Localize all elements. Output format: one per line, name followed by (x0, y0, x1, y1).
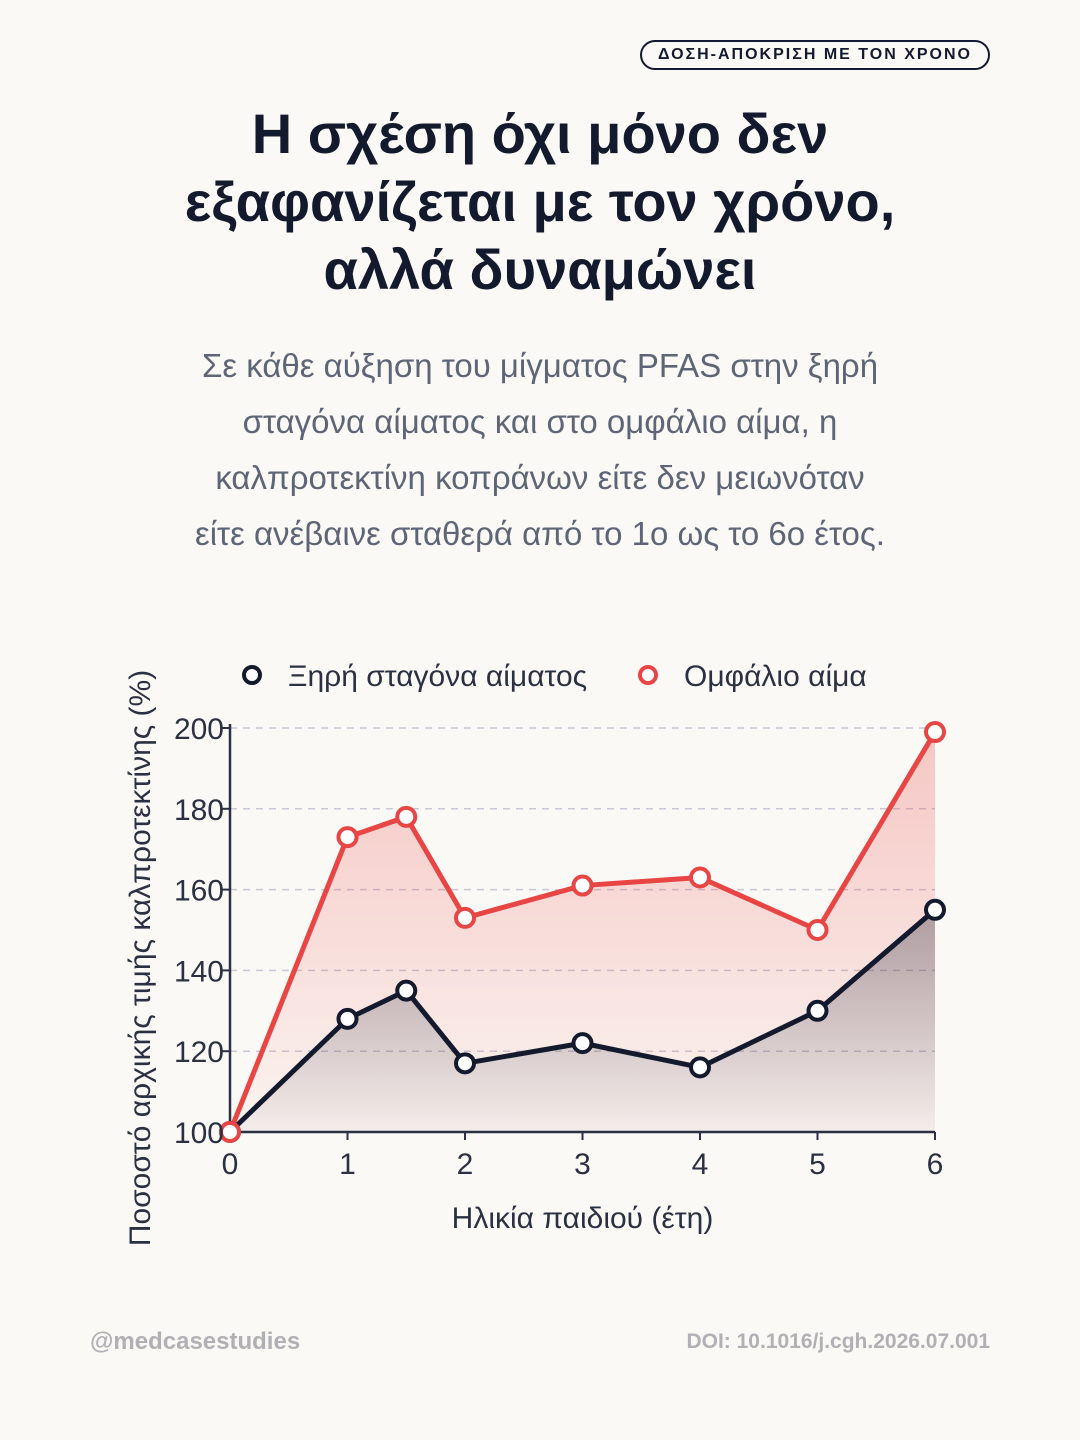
title-line: αλλά δυναμώνει (323, 238, 757, 301)
data-point (395, 979, 418, 1002)
subtitle-line: σταγόνα αίματος και στο ομφάλιο αίμα, η (242, 403, 838, 440)
data-point (689, 1056, 711, 1079)
line-chart: 100 120 140 160 180 200 0 1 2 3 4 5 6 Ξηρή σταγόνα α… (124, 660, 946, 1246)
legend-marker (242, 665, 262, 685)
tick-labels: 100 120 140 160 180 200 0 1 2 3 4 5 6 (174, 713, 943, 1181)
series-areas (230, 732, 935, 1132)
legend-label: Ξηρή σταγόνα αίματος (288, 660, 587, 693)
title-line: εξαφανίζεται με τον χρόνο, (184, 170, 896, 233)
y-tick-label: 100 (174, 1117, 224, 1150)
data-point (689, 866, 711, 889)
x-tick-label: 2 (457, 1148, 474, 1181)
series-area (230, 909, 935, 1132)
page-subtitle: Σε κάθε αύξηση του μίγματος PFAS στην ξη… (80, 338, 1000, 562)
data-point (924, 721, 946, 744)
x-axis-title: Ηλικία παιδιού (έτη) (452, 1202, 714, 1235)
subtitle-line: Σε κάθε αύξηση του μίγματος PFAS στην ξη… (201, 347, 879, 384)
y-tick-label: 140 (174, 955, 224, 988)
topic-badge: ΔΟΣΗ-ΑΠΟΚΡΙΣΗ ΜΕ ΤΟΝ ΧΡΟΝΟ (640, 40, 990, 70)
title-line: Η σχέση όχι μόνο δεν (251, 102, 829, 165)
data-point (454, 1052, 476, 1075)
data-point (336, 1007, 359, 1030)
x-tick-label: 5 (809, 1148, 826, 1181)
legend-label: Ομφάλιο αίμα (684, 660, 867, 693)
x-tick-label: 3 (574, 1148, 591, 1181)
subtitle-line: είτε ανέβαινε σταθερά από το 1ο ως το 6ο… (195, 515, 885, 552)
author-handle: @medcasestudies (90, 1328, 301, 1355)
y-tick-label: 180 (174, 794, 224, 827)
series-lines (219, 721, 946, 1143)
data-point (806, 919, 829, 941)
page-title: Η σχέση όχι μόνο δεν εξαφανίζεται με τον… (60, 100, 1020, 304)
data-point (571, 874, 594, 897)
y-tick-label: 200 (174, 713, 224, 746)
legend: Ξηρή σταγόνα αίματος Ομφάλιο αίμα (242, 660, 867, 693)
data-point (336, 826, 359, 849)
subtitle-line: καλπροτεκτίνη κοπράνων είτε δεν μειωνότα… (215, 459, 865, 496)
x-tick-label: 4 (692, 1148, 709, 1181)
data-point (454, 906, 476, 929)
data-point (219, 1121, 241, 1143)
doi-reference: DOI: 10.1016/j.cgh.2026.07.001 (686, 1330, 990, 1353)
data-point (395, 805, 418, 828)
y-tick-label: 160 (174, 875, 224, 908)
legend-marker (638, 665, 658, 685)
y-tick-label: 120 (174, 1036, 224, 1069)
data-point (924, 898, 946, 921)
x-tick-label: 1 (339, 1148, 356, 1181)
y-axis-title: Ποσοστό αρχικής τιμής καλπροτεκτίνης (%) (124, 670, 157, 1246)
data-point (806, 999, 829, 1022)
x-tick-label: 6 (927, 1148, 944, 1181)
x-tick-label: 0 (222, 1148, 239, 1181)
data-point (571, 1032, 594, 1055)
